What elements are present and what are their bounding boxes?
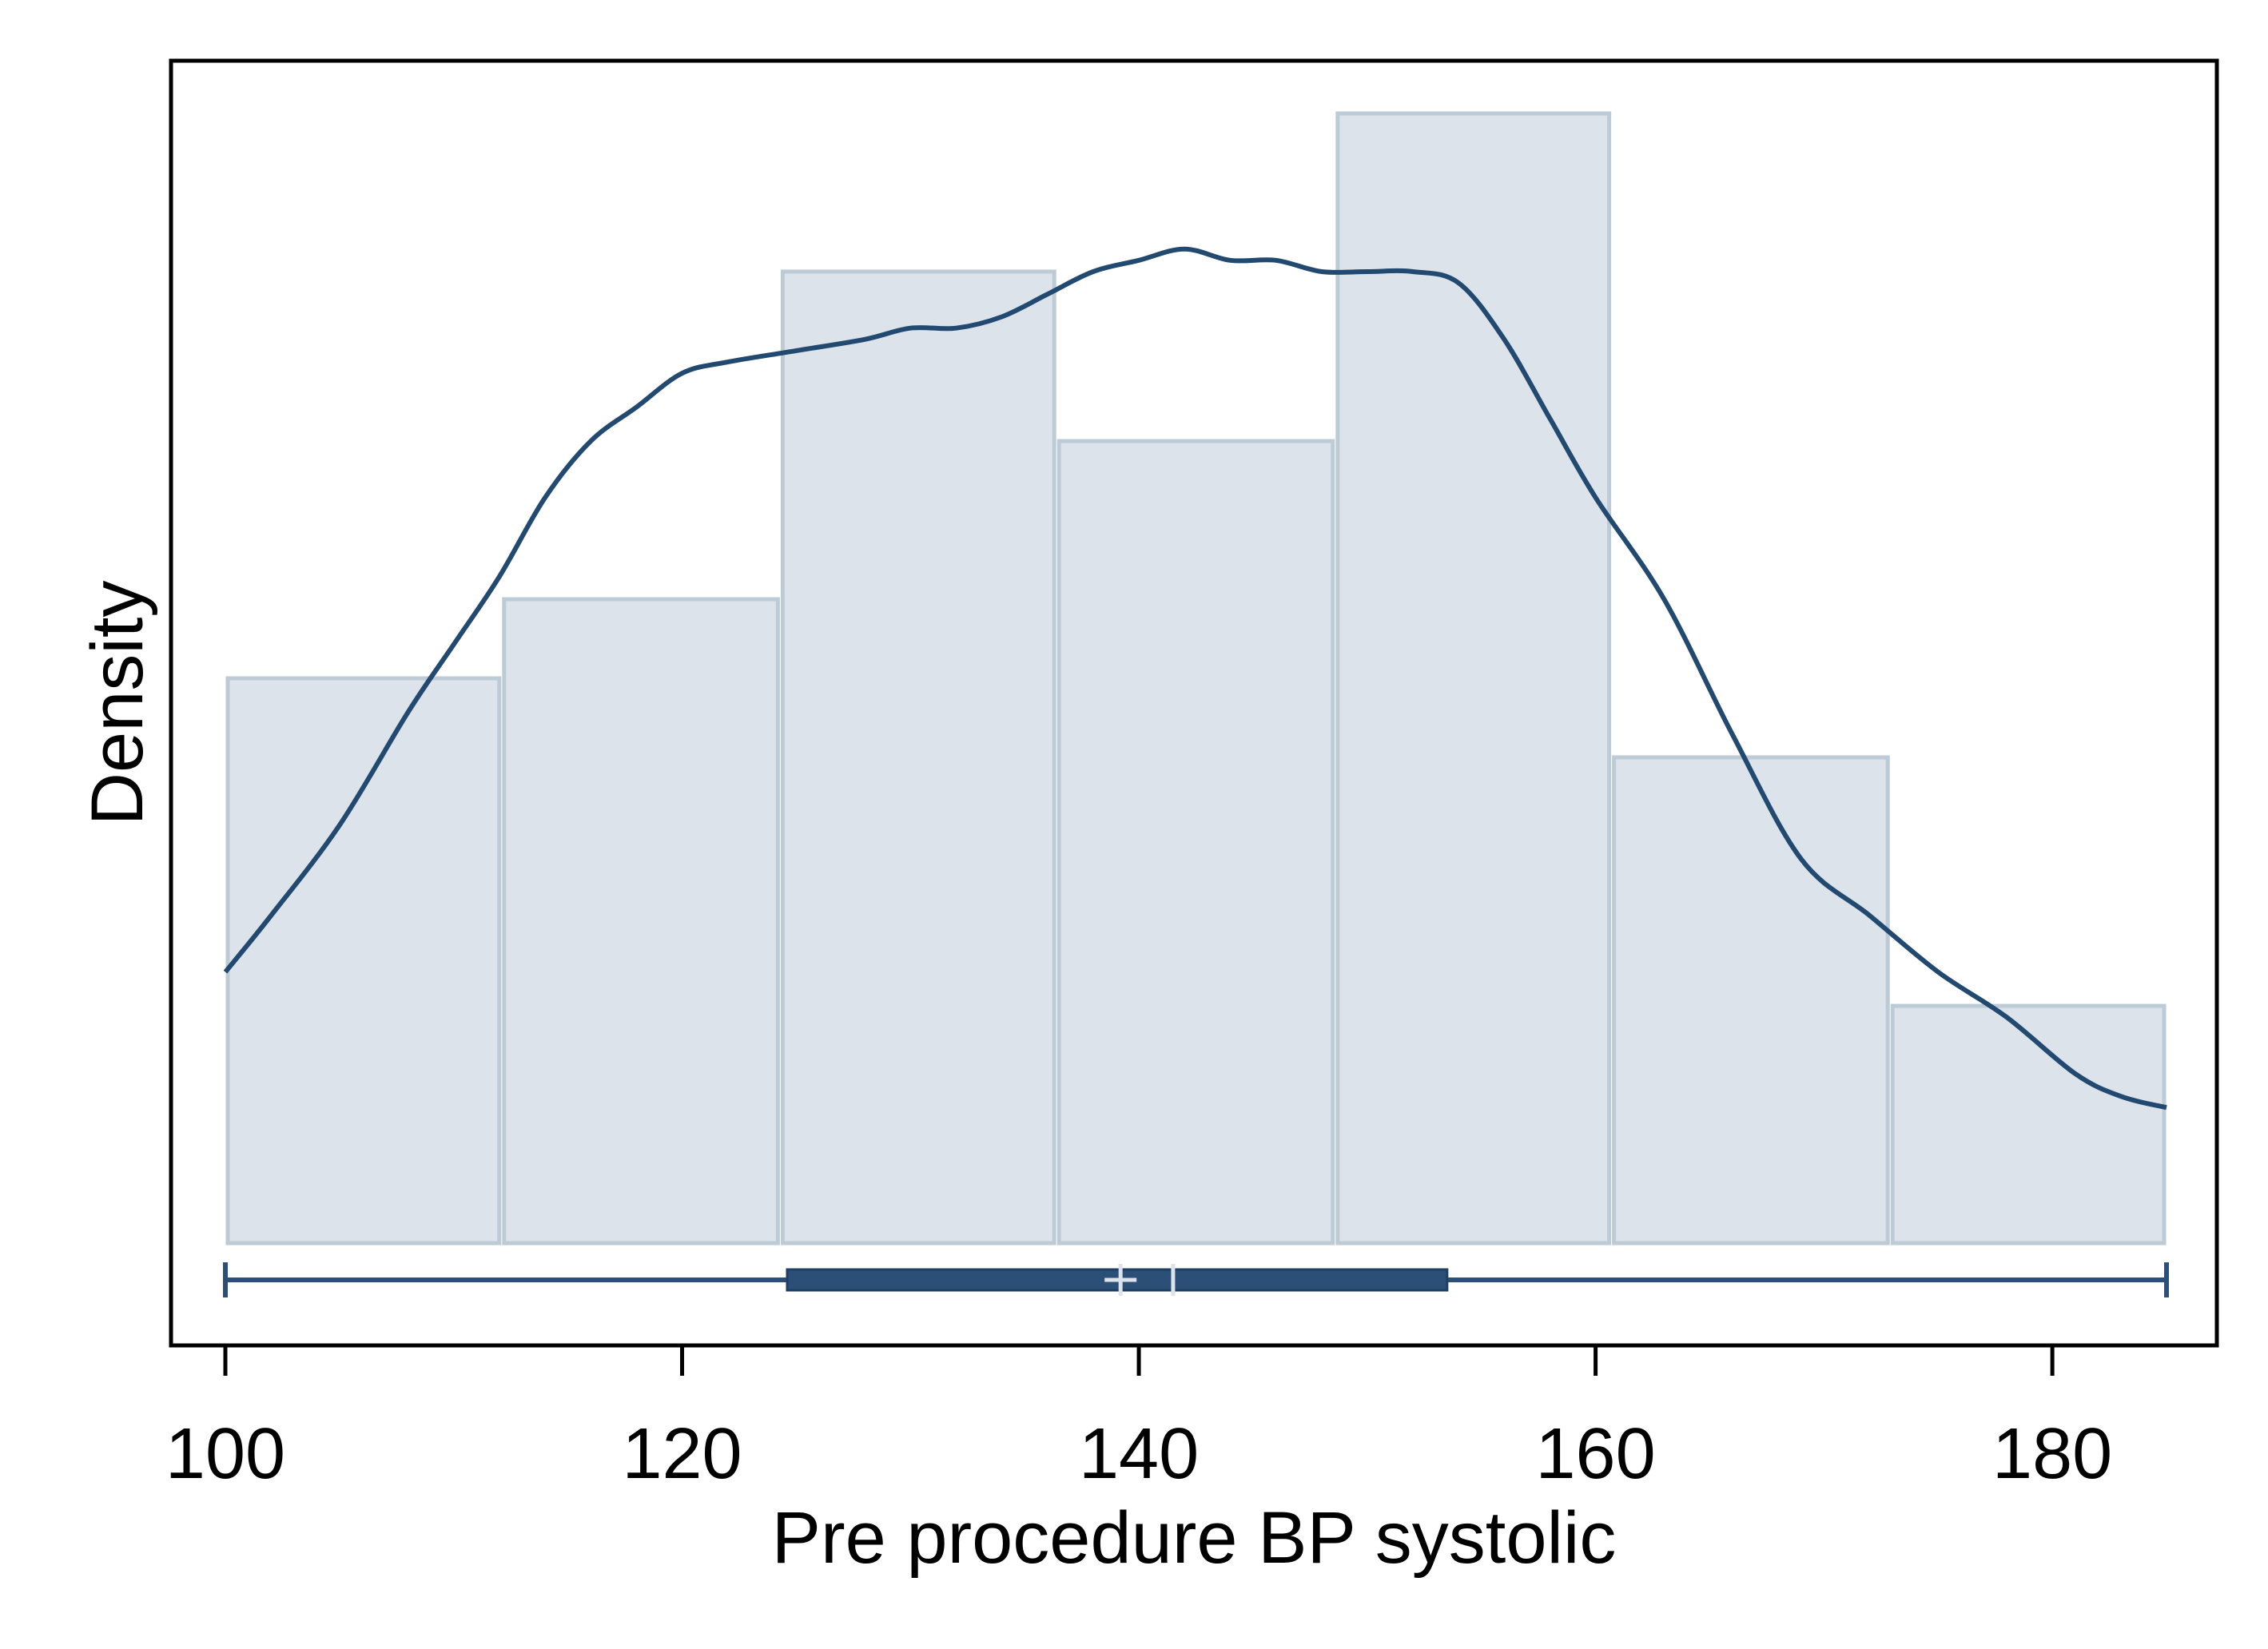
boxplot-mean-marker [1104,1264,1137,1296]
histogram-bar-1 [225,676,502,1246]
x-axis: 100 120 140 160 180 [165,1345,2112,1494]
histogram-bar-4 [1056,439,1335,1246]
histogram-bar-3 [780,269,1056,1246]
density-line [223,246,2167,1111]
density-curve [223,246,2167,1111]
x-axis-title: Pre procedure BP systolic [772,1497,1617,1579]
x-tick-label-100: 100 [165,1414,285,1494]
histogram-bar-5 [1335,111,1612,1246]
x-tick-label-160: 160 [1536,1414,1656,1494]
y-axis-title: Density [77,581,158,826]
x-tick-label-180: 180 [1992,1414,2112,1494]
histogram-bar-2 [502,597,780,1246]
histogram-bars [225,111,2167,1246]
histogram-bar-6 [1612,755,1890,1246]
x-tick-label-120: 120 [622,1414,742,1494]
histogram-bar-7 [1890,1003,2167,1246]
x-tick-label-140: 140 [1079,1414,1199,1494]
box-plot [223,1262,2169,1297]
